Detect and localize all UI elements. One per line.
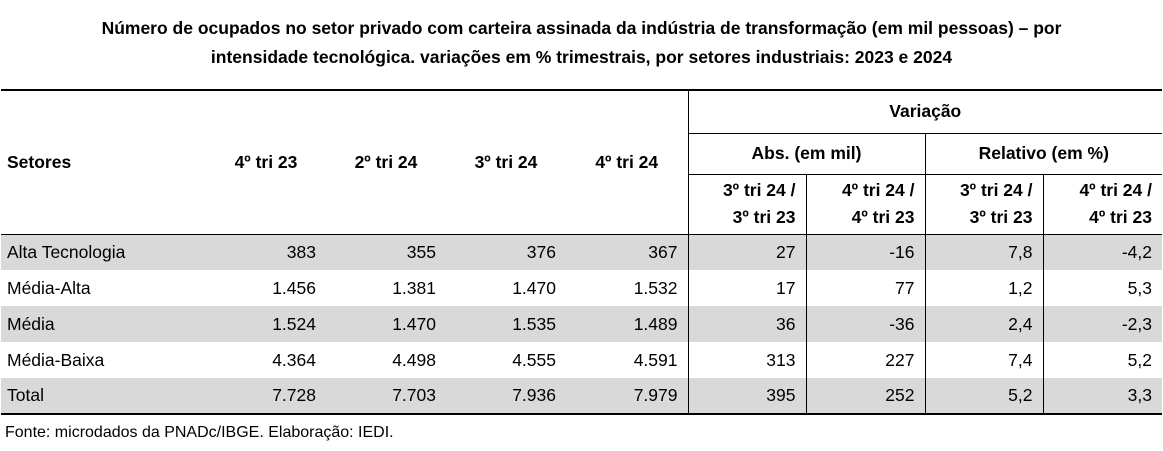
header-period-4: 4º tri 24	[566, 89, 688, 235]
cell: 1.524	[206, 306, 326, 342]
cell: 5,2	[924, 378, 1043, 415]
cell: 7,8	[924, 234, 1043, 270]
row-label: Total	[1, 378, 206, 415]
cell: 313	[687, 342, 806, 378]
header-sub-4: 4º tri 24 /4º tri 23	[1042, 174, 1162, 235]
cell: 1.532	[633, 277, 678, 298]
header-relativo: Relativo (em %)	[924, 133, 1162, 175]
header-variacao: Variação	[687, 89, 1162, 134]
table-title: Número de ocupados no setor privado com …	[0, 14, 1163, 72]
cell: 252	[805, 378, 925, 415]
cell: 27	[687, 234, 806, 270]
cell: 5,3	[1042, 270, 1162, 306]
row-label: Média	[1, 306, 206, 342]
cell: 1.535	[446, 306, 566, 342]
cell: 1.489	[566, 306, 688, 342]
table-row-total: Total 7.728 7.703 7.936 7.979 395 252 5,…	[1, 378, 1162, 415]
header-period-1: 4º tri 23	[206, 89, 326, 235]
cell: 7,4	[924, 342, 1043, 378]
cell: 383	[206, 234, 326, 270]
cell: 355	[326, 234, 446, 270]
header-period-3: 3º tri 24	[446, 89, 566, 235]
cell: 7.728	[206, 378, 326, 415]
header-setores: Setores	[1, 89, 206, 235]
data-table: Setores 4º tri 23 2º tri 24 3º tri 24 4º…	[1, 89, 1162, 415]
cell: 1.470	[512, 277, 556, 298]
cell: -16	[805, 234, 925, 270]
cell: 3,3	[1042, 378, 1162, 415]
table-row: Alta Tecnologia 383 355 376 367 27 -16 7…	[1, 234, 1162, 270]
title-line-2: intensidade tecnológica. variações em % …	[210, 47, 953, 67]
cell: 4.591	[633, 349, 678, 370]
header-sub-2: 4º tri 24 /4º tri 23	[805, 174, 925, 235]
row-label: Média-Baixa	[7, 349, 105, 370]
cell: 1.456	[272, 277, 316, 298]
row-label: Alta Tecnologia	[1, 234, 206, 270]
title-line-1: Número de ocupados no setor privado com …	[101, 18, 1062, 38]
cell: 7.703	[326, 378, 446, 415]
cell: 7.979	[566, 378, 688, 415]
source-note: Fonte: microdados da PNADc/IBGE. Elabora…	[5, 424, 394, 441]
cell: 1.381	[392, 277, 436, 298]
cell: -36	[805, 306, 925, 342]
cell: 4.364	[272, 349, 316, 370]
cell: 5,2	[1042, 342, 1162, 378]
header-abs: Abs. (em mil)	[687, 133, 925, 175]
cell: 1,2	[924, 270, 1043, 306]
cell: 36	[687, 306, 806, 342]
row-label: Média-Alta	[7, 277, 91, 298]
cell: 376	[446, 234, 566, 270]
cell: 367	[566, 234, 688, 270]
cell: 7.936	[446, 378, 566, 415]
header-sub-1: 3º tri 24 /3º tri 23	[687, 174, 806, 235]
header-period-2: 2º tri 24	[326, 89, 446, 235]
cell: 4.498	[392, 349, 436, 370]
cell: -2,3	[1042, 306, 1162, 342]
table-row: Média-Alta 1.456 1.381 1.470 1.532 17 77…	[1, 270, 1162, 306]
cell: 2,4	[924, 306, 1043, 342]
cell: 77	[805, 270, 925, 306]
cell: 4.555	[512, 349, 556, 370]
cell: -4,2	[1042, 234, 1162, 270]
table-row: Média-Baixa 4.364 4.498 4.555 4.591 313 …	[1, 342, 1162, 378]
cell: 17	[687, 270, 806, 306]
cell: 227	[805, 342, 925, 378]
table-row: Média 1.524 1.470 1.535 1.489 36 -36 2,4…	[1, 306, 1162, 342]
header-sub-3: 3º tri 24 /3º tri 23	[924, 174, 1043, 235]
cell: 395	[687, 378, 806, 415]
cell: 1.470	[326, 306, 446, 342]
